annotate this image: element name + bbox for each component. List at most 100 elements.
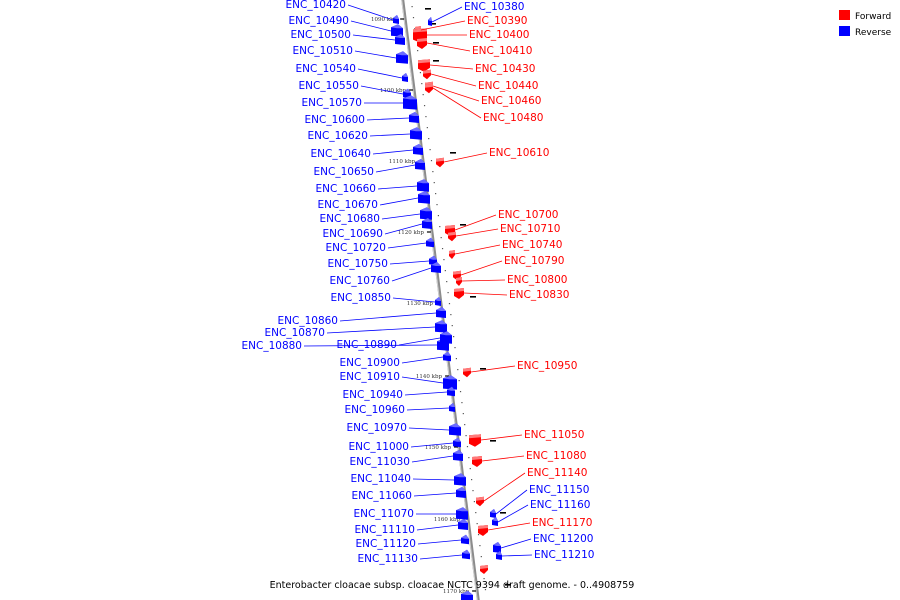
gene-label[interactable]: ENC_11050 — [480, 429, 584, 441]
gene-feature[interactable] — [440, 331, 452, 344]
gene-feature[interactable] — [431, 262, 441, 273]
gene-feature[interactable] — [449, 403, 455, 412]
gene-label[interactable]: ENC_11030 — [350, 455, 454, 468]
gene-feature[interactable] — [423, 69, 431, 80]
gene-label[interactable]: ENC_10940 — [343, 389, 448, 401]
gene-label[interactable]: ENC_11170 — [487, 517, 592, 531]
gene-label[interactable]: ENC_10660 — [316, 183, 418, 195]
gene-feature[interactable] — [415, 159, 425, 170]
gene-label[interactable]: ENC_10860 — [278, 312, 437, 327]
gene-label[interactable]: ENC_11200 — [500, 533, 593, 549]
gene-label[interactable]: ENC_10740 — [454, 239, 562, 255]
gene-feature[interactable] — [403, 88, 411, 99]
gene-label[interactable]: ENC_10910 — [340, 371, 444, 384]
gene-label[interactable]: ENC_10430 — [429, 63, 535, 75]
gene-label[interactable]: ENC_10650 — [314, 164, 416, 178]
gene-label[interactable]: ENC_10880 — [242, 340, 438, 352]
gene-label[interactable]: ENC_10620 — [308, 130, 411, 142]
gene-label[interactable]: ENC_10750 — [328, 258, 430, 270]
gene-feature[interactable] — [422, 218, 432, 229]
gene-label[interactable]: ENC_11150 — [495, 484, 589, 515]
gene-feature[interactable] — [448, 231, 456, 242]
gene-label[interactable]: ENC_10960 — [345, 404, 450, 416]
gene-feature[interactable] — [492, 517, 498, 526]
gene-label[interactable]: ENC_10900 — [340, 356, 444, 369]
gene-label[interactable]: ENC_10540 — [296, 63, 403, 79]
gene-label[interactable]: ENC_10850 — [331, 292, 436, 304]
gene-feature[interactable] — [449, 423, 461, 436]
gene-feature[interactable] — [461, 534, 469, 545]
gene-label[interactable]: ENC_11110 — [355, 524, 459, 536]
gene-feature[interactable] — [443, 351, 451, 362]
gene-label[interactable]: ENC_11000 — [349, 441, 454, 453]
gene-label[interactable]: ENC_10480 — [432, 87, 543, 124]
gene-feature[interactable] — [458, 519, 468, 530]
gene-feature[interactable] — [418, 59, 430, 72]
gene-feature[interactable] — [436, 307, 446, 318]
gene-label[interactable]: ENC_10410 — [426, 42, 532, 57]
gene-label[interactable]: ENC_10760 — [330, 267, 432, 287]
gene-feature[interactable] — [425, 83, 433, 94]
gene-label[interactable]: ENC_10720 — [326, 242, 427, 254]
gene-label[interactable]: ENC_10830 — [463, 289, 569, 301]
gene-feature[interactable] — [456, 487, 466, 498]
gene-feature[interactable] — [393, 15, 399, 24]
gene-feature[interactable] — [454, 288, 464, 299]
gene-label[interactable]: ENC_10510 — [293, 45, 397, 59]
gene-feature[interactable] — [453, 450, 463, 461]
gene-label[interactable]: ENC_10680 — [320, 213, 421, 225]
gene-feature[interactable] — [403, 95, 417, 110]
gene-feature[interactable] — [410, 127, 422, 140]
gene-feature[interactable] — [409, 112, 419, 123]
gene-feature[interactable] — [447, 386, 455, 397]
gene-feature[interactable] — [428, 17, 432, 26]
gene-label[interactable]: ENC_11130 — [358, 553, 463, 565]
gene-feature[interactable] — [490, 509, 496, 518]
gene-feature[interactable] — [480, 565, 488, 574]
gene-label[interactable]: ENC_10710 — [455, 223, 560, 237]
gene-features[interactable] — [391, 15, 502, 600]
gene-label[interactable]: ENC_10420 — [286, 0, 394, 21]
gene-feature[interactable] — [449, 250, 455, 259]
gene-label[interactable]: ENC_10790 — [460, 255, 564, 276]
gene-label[interactable]: ENC_10440 — [430, 73, 538, 92]
gene-label[interactable]: ENC_11120 — [356, 538, 462, 550]
gene-label[interactable]: ENC_11060 — [352, 490, 457, 502]
gene-feature[interactable] — [418, 191, 430, 204]
gene-feature[interactable] — [436, 157, 444, 168]
gene-feature[interactable] — [395, 34, 405, 45]
gene-feature[interactable] — [417, 38, 427, 49]
gene-feature[interactable] — [402, 73, 408, 82]
gene-label[interactable]: ENC_10970 — [347, 422, 450, 434]
gene-feature[interactable] — [454, 473, 466, 486]
gene-feature[interactable] — [443, 375, 457, 390]
gene-label[interactable]: ENC_11210 — [501, 549, 594, 561]
gene-feature[interactable] — [478, 525, 488, 536]
gene-feature[interactable] — [456, 277, 462, 286]
gene-feature[interactable] — [463, 367, 471, 378]
gene-label[interactable]: ENC_10890 — [337, 337, 441, 351]
gene-label[interactable]: ENC_10600 — [305, 114, 410, 126]
gene-feature[interactable] — [396, 51, 408, 64]
gene-feature[interactable] — [391, 24, 403, 37]
gene-label[interactable]: ENC_11070 — [354, 508, 456, 520]
gene-label[interactable]: ENC_10380 — [431, 1, 524, 23]
gene-feature[interactable] — [413, 144, 423, 155]
gene-feature[interactable] — [417, 179, 429, 192]
gene-label[interactable]: ENC_10870 — [265, 326, 436, 339]
gene-feature[interactable] — [456, 507, 468, 520]
gene-label[interactable]: ENC_10800 — [461, 274, 567, 286]
gene-feature[interactable] — [496, 551, 502, 560]
gene-label[interactable]: ENC_10500 — [291, 29, 396, 41]
gene-label[interactable]: ENC_10390 — [420, 15, 527, 31]
gene-feature[interactable] — [476, 496, 484, 507]
gene-label[interactable]: ENC_10670 — [318, 197, 419, 211]
gene-label[interactable]: ENC_10700 — [454, 209, 558, 231]
gene-label[interactable]: ENC_10690 — [323, 223, 423, 240]
gene-label[interactable]: ENC_10490 — [289, 15, 392, 32]
gene-label[interactable]: ENC_11160 — [497, 499, 590, 523]
gene-label[interactable]: ENC_10610 — [443, 147, 549, 163]
gene-label[interactable]: ENC_10950 — [470, 360, 577, 373]
gene-label[interactable]: ENC_11080 — [481, 450, 586, 462]
gene-label[interactable]: ENC_10550 — [299, 80, 404, 95]
